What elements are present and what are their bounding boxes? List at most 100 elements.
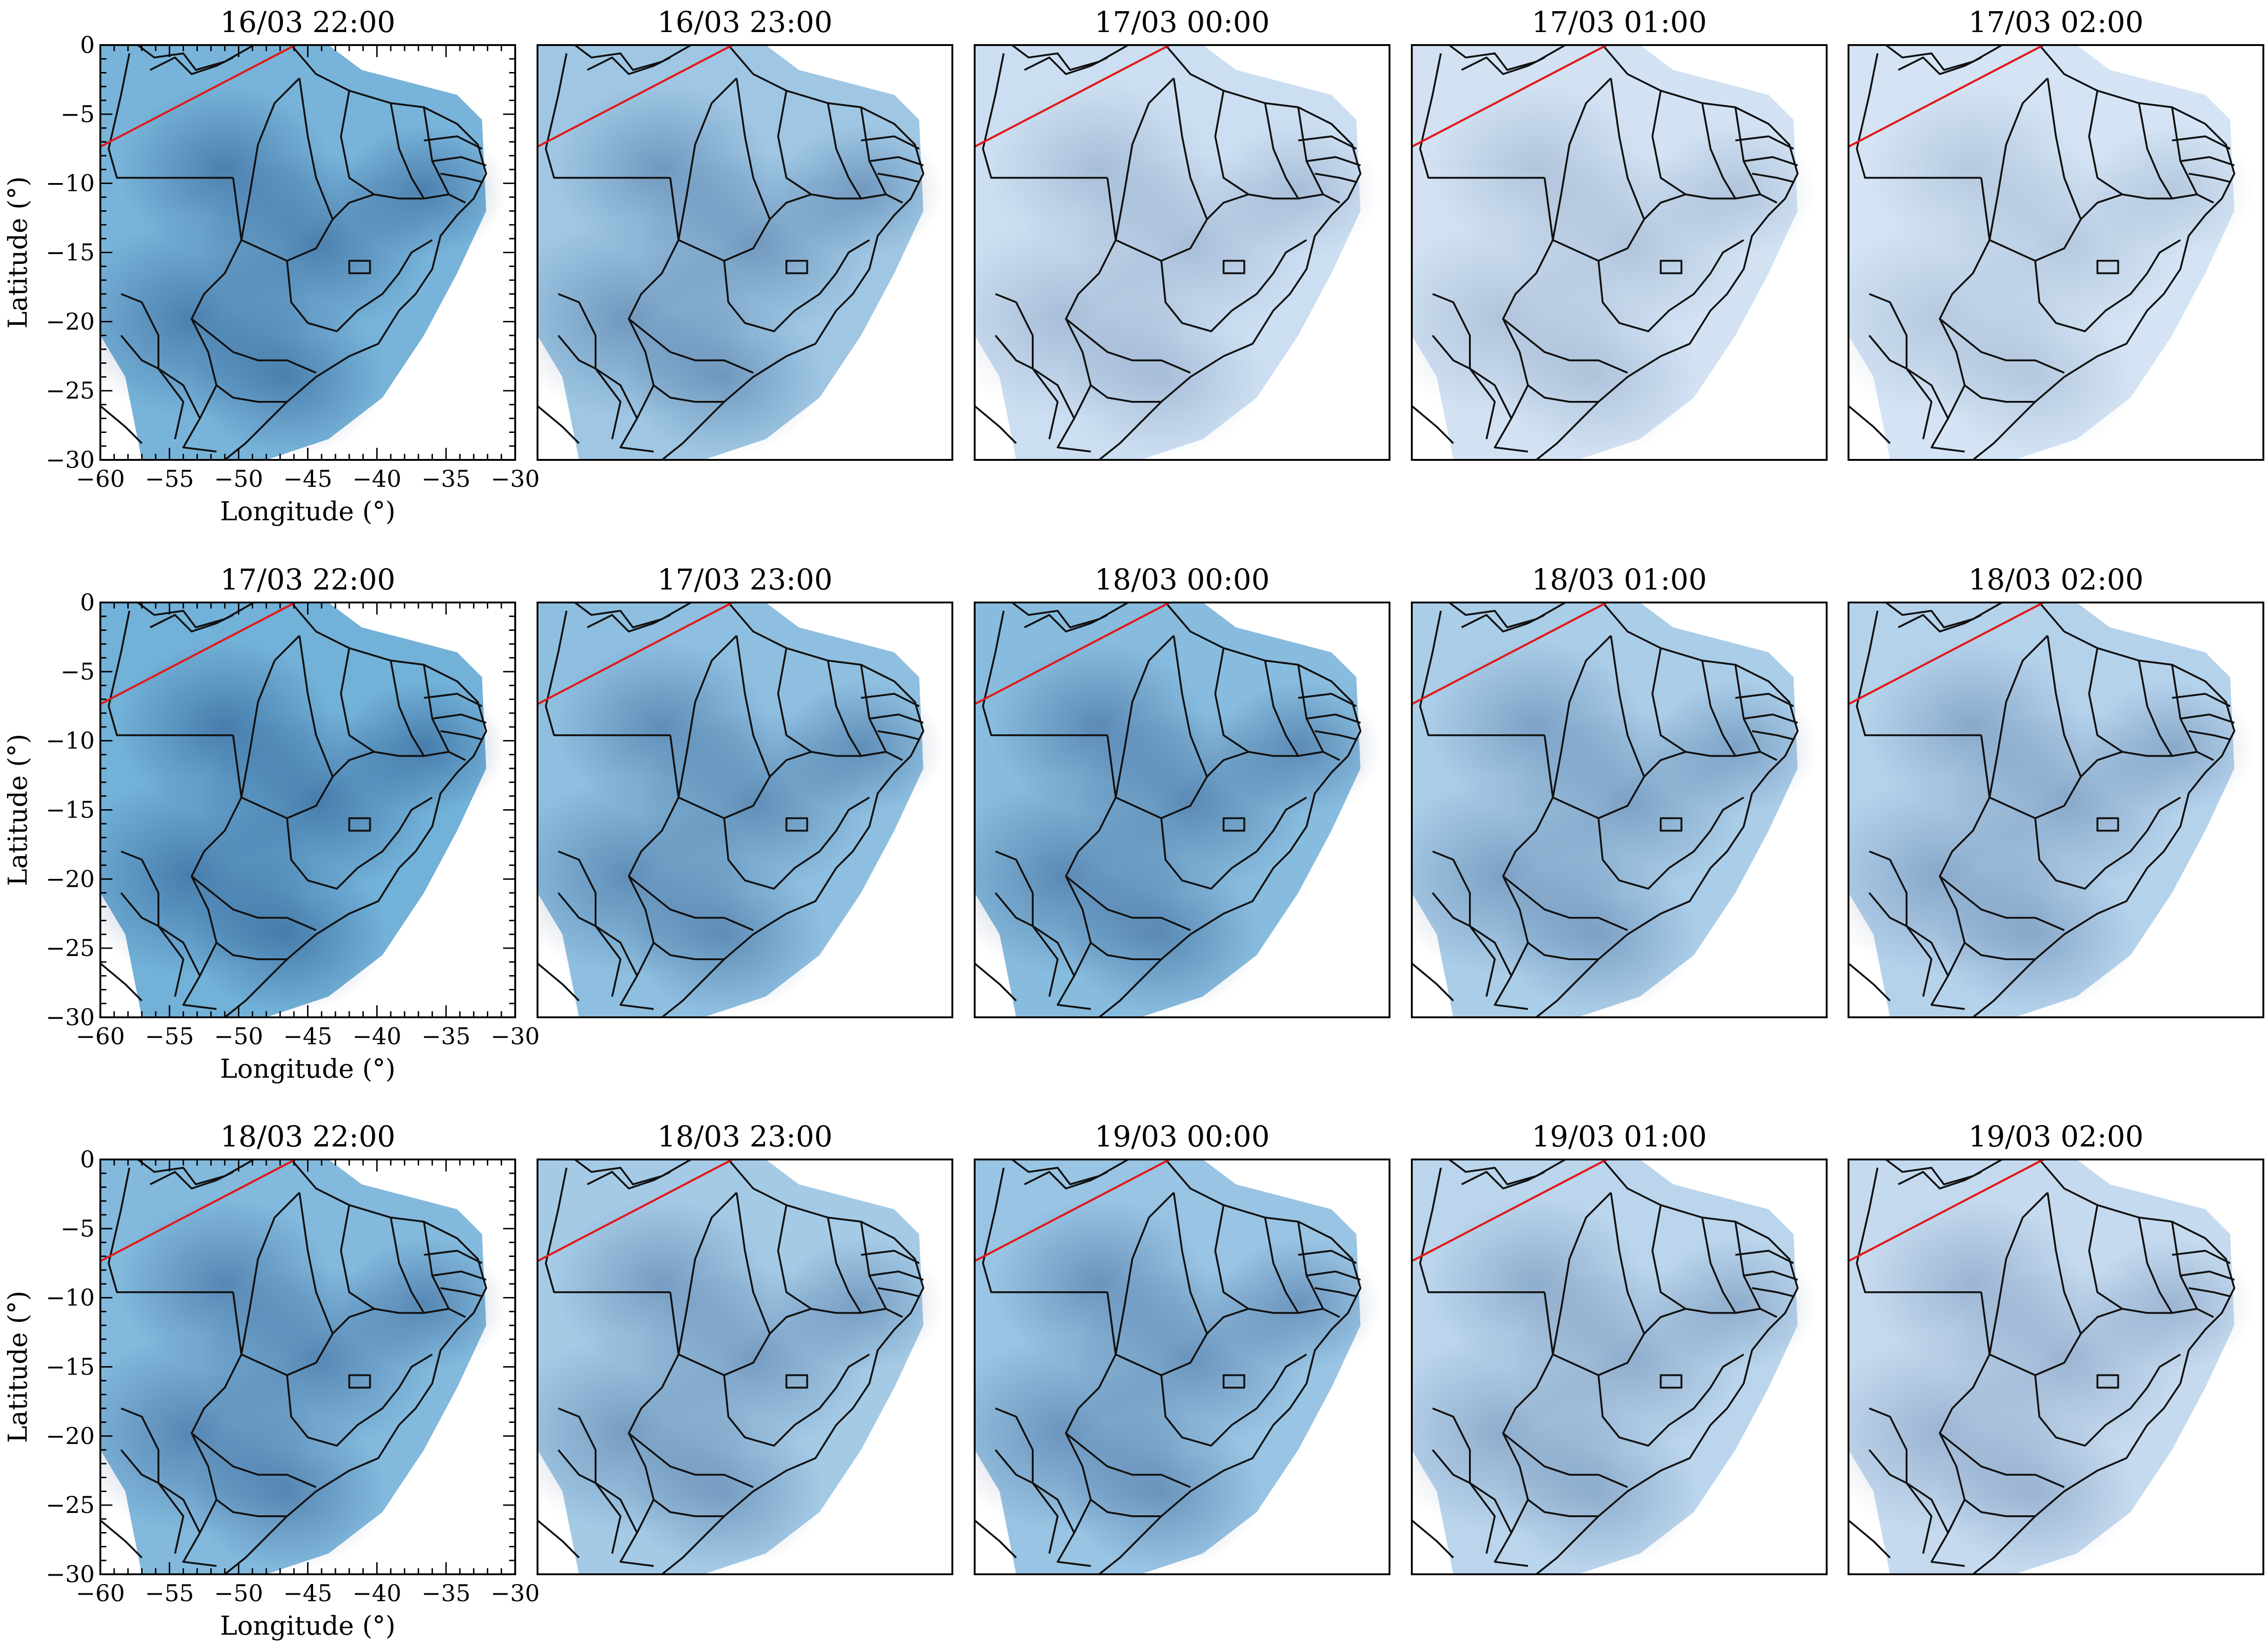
state-border <box>298 635 334 777</box>
state-border <box>241 751 466 819</box>
country-border <box>107 1167 233 1293</box>
map-content <box>975 1159 1382 1574</box>
x-tick-label: −55 <box>145 1023 194 1050</box>
x-tick-label: −50 <box>214 1023 263 1050</box>
state-border <box>619 385 655 453</box>
country-border <box>1419 1167 1545 1293</box>
panel-frame <box>1411 44 1828 461</box>
federal-district-border <box>1222 817 1245 832</box>
state-border <box>1314 172 1357 183</box>
coastline <box>1011 602 1362 1017</box>
state-border <box>1264 1217 1299 1314</box>
state-border <box>1056 1499 1092 1567</box>
state-border <box>1114 1192 1175 1355</box>
state-border <box>587 56 671 75</box>
axes: −60 −55 −50 −45 −40 −35 −30 0 −5 −10 −15 −20 −25 −30 L… <box>3 32 540 527</box>
magnetic-equator-line <box>538 602 733 705</box>
state-border <box>777 648 812 753</box>
state-border <box>1930 385 1966 453</box>
intensity-blob <box>1499 854 1698 1014</box>
state-border <box>538 1519 580 1558</box>
state-border <box>1610 635 1645 777</box>
country-border <box>107 610 233 736</box>
state-border <box>557 293 596 369</box>
state-border <box>1701 1217 1737 1314</box>
y-tick-label: −5 <box>60 658 95 685</box>
state-border <box>340 1205 375 1310</box>
state-border <box>735 78 771 220</box>
map-content <box>1412 45 1819 460</box>
x-axis-label: Longitude (°) <box>220 497 396 527</box>
intensity-blob <box>554 641 770 813</box>
state-border <box>1939 735 2065 931</box>
state-border <box>2180 156 2235 166</box>
state-border <box>241 1308 466 1376</box>
intensity-blob <box>778 1238 944 1371</box>
state-border <box>1065 735 1191 931</box>
state-border <box>1214 1205 1249 1310</box>
state-border <box>628 876 724 960</box>
state-border <box>182 942 217 1010</box>
state-border <box>1552 751 1777 819</box>
state-border <box>182 385 217 453</box>
panel-title: 16/03 22:00 <box>220 5 395 39</box>
panel-frame <box>974 602 1390 1018</box>
state-border <box>240 1192 301 1355</box>
map-content <box>538 602 944 1017</box>
state-border <box>1314 1287 1357 1297</box>
state-border <box>877 172 920 183</box>
state-border <box>190 876 287 960</box>
state-border <box>286 796 433 890</box>
state-border <box>1751 730 1794 740</box>
x-tick-label: −45 <box>283 1023 333 1050</box>
intensity-blob <box>1935 854 2135 1014</box>
state-border <box>1502 318 1599 403</box>
state-border <box>2088 648 2123 753</box>
state-border <box>150 1171 234 1190</box>
panel-title: 18/03 01:00 <box>1532 563 1707 596</box>
state-border <box>2088 90 2123 196</box>
state-border <box>390 1217 425 1314</box>
state-border <box>1989 1308 2214 1376</box>
state-border <box>2034 796 2181 890</box>
panel-frame <box>1848 602 2264 1018</box>
state-border <box>100 1519 143 1558</box>
state-border <box>1115 193 1340 262</box>
state-border <box>432 714 487 724</box>
state-border <box>1461 56 1545 75</box>
state-border <box>157 925 201 976</box>
intensity-blob <box>1062 297 1261 457</box>
intensity-blob <box>117 83 333 256</box>
federal-district-border <box>1222 1374 1245 1389</box>
map-content <box>100 1159 507 1574</box>
panel-frame <box>537 1159 953 1575</box>
coastline <box>1449 602 1799 1017</box>
federal-district-border <box>348 817 371 832</box>
state-border <box>424 693 483 707</box>
state-border <box>1735 1250 1794 1264</box>
state-border <box>557 1407 596 1483</box>
intensity-blob <box>1215 124 1382 257</box>
country-border <box>982 610 1108 736</box>
state-border <box>827 660 862 757</box>
x-tick-label: −60 <box>76 1580 125 1607</box>
state-border <box>1114 635 1175 798</box>
map-panel: 19/03 01:00 <box>1411 1120 1828 1575</box>
intensity-blob <box>1428 83 1645 256</box>
intensity-blob <box>624 1411 824 1571</box>
y-tick-label: −25 <box>46 1492 95 1519</box>
state-border <box>440 172 483 183</box>
state-border <box>1160 1353 1307 1447</box>
y-tick-label: −20 <box>46 1422 95 1449</box>
coastline <box>574 602 924 1017</box>
intensity-blob <box>187 1411 387 1571</box>
panel-title: 17/03 23:00 <box>657 563 832 596</box>
state-border <box>1552 1308 1777 1376</box>
map-content <box>1412 1159 1819 1574</box>
state-border <box>777 90 812 196</box>
state-border <box>1906 1482 1949 1533</box>
magnetic-equator-line <box>1848 1159 2044 1262</box>
coastline <box>137 1159 487 1574</box>
state-border <box>678 1308 903 1376</box>
state-border <box>2046 635 2082 777</box>
